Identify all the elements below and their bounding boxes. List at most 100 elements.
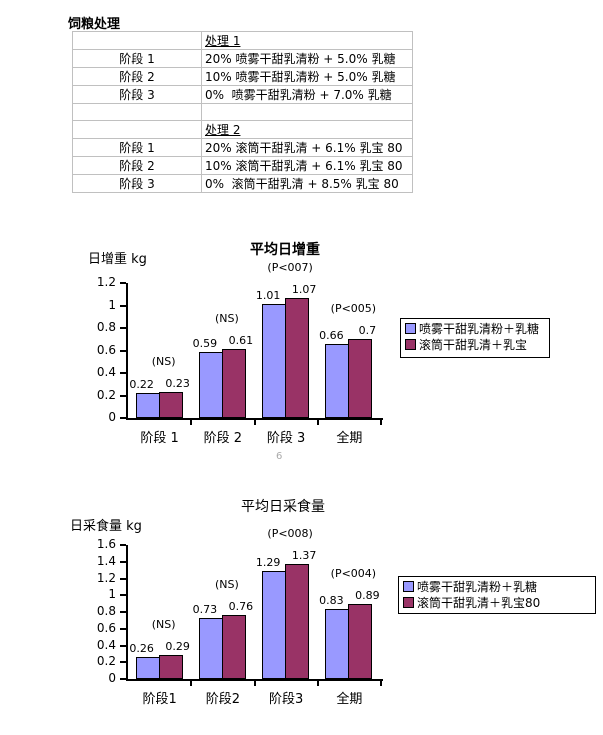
x-tick-mark <box>380 681 382 686</box>
feed-treatment-table: 处理 1 阶段 1 20% 喷雾干甜乳清粉 + 5.0% 乳糖 阶段 2 10% 喷雾干… <box>72 31 413 193</box>
y-axis-title: 日采食量 kg <box>70 519 142 534</box>
y-tick-mark <box>120 372 126 374</box>
bar-series2 <box>158 655 183 679</box>
treatment-cell: 处理 2 <box>201 120 413 139</box>
significance-annotation: (P<004) <box>330 567 377 580</box>
table-row: 阶段 3 0% 喷雾干甜乳清粉 + 7.0% 乳糖 <box>72 85 413 104</box>
stage-cell: 阶段 3 <box>72 174 202 193</box>
y-tick-mark <box>120 417 126 419</box>
x-tick-mark <box>190 420 193 425</box>
legend-swatch-icon <box>405 323 416 334</box>
bar-series2 <box>285 298 310 418</box>
x-axis-line <box>126 679 383 681</box>
y-tick-mark <box>120 611 126 613</box>
legend-swatch-icon <box>403 597 414 608</box>
stage-cell: 阶段 2 <box>72 67 202 86</box>
stage-cell <box>72 31 202 50</box>
value-label-series2: 0.29 <box>165 640 190 653</box>
significance-annotation: (NS) <box>151 355 176 368</box>
x-tick-mark <box>253 681 256 686</box>
y-tick-mark <box>120 661 126 664</box>
y-tick-label: 1.2 <box>96 275 116 289</box>
value-label-series2: 0.89 <box>355 589 380 602</box>
x-tick-mark <box>190 681 193 686</box>
legend-entry: 滚筒干甜乳清＋乳宝80 <box>399 595 595 611</box>
y-tick-mark <box>120 349 126 352</box>
treatment-cell: 10% 喷雾干甜乳清粉 + 5.0% 乳糖 <box>201 67 413 86</box>
bar-series1 <box>198 352 223 418</box>
y-tick-label: 0 <box>108 410 116 424</box>
value-label-series1: 0.83 <box>319 594 344 607</box>
bar-series1 <box>198 618 223 679</box>
x-category-label: 阶段2 <box>205 692 241 707</box>
bar-series1 <box>262 571 287 679</box>
treatment-cell: 0% 喷雾干甜乳清粉 + 7.0% 乳糖 <box>201 85 413 104</box>
x-category-label: 阶段 1 <box>140 431 179 446</box>
value-label-series1: 1.01 <box>255 289 281 302</box>
x-tick-mark <box>316 681 319 686</box>
stage-cell <box>72 120 202 139</box>
treatment-cell: 处理 1 <box>201 31 413 50</box>
x-tick-mark <box>253 420 256 425</box>
treatment-cell: 10% 滚筒干甜乳清 + 6.1% 乳宝 80 <box>201 156 413 175</box>
value-label-series2: 0.7 <box>358 324 377 337</box>
bar-series1 <box>325 609 350 679</box>
significance-annotation: (NS) <box>214 578 239 591</box>
table-row <box>72 103 413 121</box>
y-tick-label: 0.8 <box>96 320 116 334</box>
bar-series2 <box>221 349 246 418</box>
y-tick-label: 0.2 <box>96 654 116 669</box>
treatment-cell: 20% 滚筒干甜乳清 + 6.1% 乳宝 80 <box>201 138 413 157</box>
bar-series1 <box>262 304 287 418</box>
chart-average-daily-feed-intake: 平均日采食量 日采食量 kg 0 0.2 0.4 0.6 0.8 1 1.2 1.4 1.6 0.26… <box>60 490 603 730</box>
y-tick-label: 1.6 <box>96 537 116 551</box>
value-label-series2: 1.07 <box>291 283 317 296</box>
y-tick-label: 0.2 <box>96 387 116 402</box>
significance-annotation: (P<005) <box>330 302 377 315</box>
value-label-series1: 0.66 <box>319 329 344 342</box>
stage-cell: 阶段 2 <box>72 156 202 175</box>
treatment-cell: 0% 滚筒干甜乳清 + 8.5% 乳宝 80 <box>201 174 413 193</box>
bar-series1 <box>135 657 160 679</box>
y-tick-label: 0.6 <box>96 342 116 357</box>
value-label-series1: 0.59 <box>192 337 218 350</box>
page-number: 6 <box>276 451 283 462</box>
chart-legend: 喷雾干甜乳清粉＋乳糖 滚筒干甜乳清＋乳宝 <box>400 318 550 358</box>
stage-cell: 阶段 1 <box>72 49 202 68</box>
y-tick-label: 0 <box>108 671 116 685</box>
bar-series2 <box>348 604 373 679</box>
y-tick-mark <box>120 304 126 307</box>
table-row: 阶段 2 10% 滚筒干甜乳清 + 6.1% 乳宝 80 <box>72 156 413 175</box>
value-label-series1: 0.22 <box>129 378 154 391</box>
bar-series1 <box>135 393 160 418</box>
value-label-series1: 0.73 <box>192 603 218 616</box>
significance-annotation: (P<008) <box>267 527 313 540</box>
table-title: 饲粮处理 <box>68 17 121 32</box>
x-category-label: 阶段 3 <box>266 431 306 446</box>
y-tick-label: 0.6 <box>96 620 116 635</box>
bar-series2 <box>348 339 373 418</box>
treatment-cell: 20% 喷雾干甜乳清粉 + 5.0% 乳糖 <box>201 49 413 68</box>
y-tick-label: 0.8 <box>96 604 116 618</box>
value-label-series1: 1.29 <box>255 556 281 569</box>
x-tick-mark <box>316 420 319 425</box>
table-row: 阶段 1 20% 喷雾干甜乳清粉 + 5.0% 乳糖 <box>72 49 413 68</box>
y-tick-label: 1.4 <box>96 553 116 568</box>
value-label-series2: 0.23 <box>165 377 190 390</box>
y-tick-mark <box>120 544 126 546</box>
stage-cell <box>72 103 202 121</box>
legend-label: 滚筒干甜乳清＋乳宝 <box>419 338 528 352</box>
y-tick-label: 1.2 <box>96 570 116 585</box>
legend-entry: 滚筒干甜乳清＋乳宝 <box>401 337 549 353</box>
y-axis-line <box>126 283 128 420</box>
stage-cell: 阶段 1 <box>72 138 202 157</box>
value-label-series2: 0.61 <box>228 334 254 347</box>
y-tick-label: 0.4 <box>96 365 116 379</box>
table-row: 处理 1 <box>72 31 413 50</box>
x-tick-mark <box>380 420 382 425</box>
chart-title: 平均日增重 <box>250 242 320 258</box>
y-tick-mark <box>120 560 126 563</box>
y-tick-mark <box>120 394 126 397</box>
value-label-series2: 0.76 <box>228 600 254 613</box>
treatment-cell <box>201 103 413 121</box>
